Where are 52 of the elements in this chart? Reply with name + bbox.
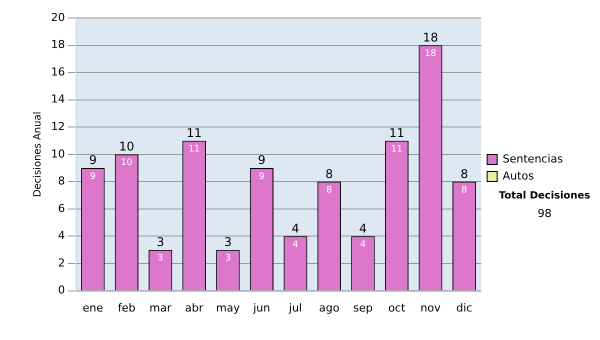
total-label: 4 <box>292 221 300 236</box>
y-tick-label: 14 <box>50 92 65 106</box>
total-label: 8 <box>460 166 468 181</box>
y-tick-label: 8 <box>58 174 65 188</box>
data-label: 3 <box>225 254 231 264</box>
x-tick-label: dic <box>456 301 472 314</box>
y-tick-label: 18 <box>50 38 65 52</box>
x-tick-label: may <box>216 301 240 314</box>
total-label: 11 <box>186 126 202 140</box>
x-tick-label: jun <box>252 301 270 314</box>
x-tick-label: nov <box>420 301 442 314</box>
data-label: 10 <box>120 158 133 168</box>
y-tick-label: 0 <box>58 284 65 297</box>
y-tick-label: 6 <box>58 202 65 215</box>
total-label: 18 <box>422 30 438 44</box>
total-label: 3 <box>156 235 164 250</box>
legend-label: Autos <box>502 169 534 182</box>
y-tick-label: 20 <box>50 10 65 24</box>
x-tick-label: oct <box>388 301 406 314</box>
data-label: 18 <box>424 49 437 60</box>
x-tick-label: feb <box>118 301 136 314</box>
text: 98 <box>538 206 552 220</box>
x-tick-label: abr <box>185 301 204 314</box>
y-tick-label: 2 <box>58 256 65 270</box>
total-label: 9 <box>258 153 266 168</box>
y-tick-label: 16 <box>50 65 65 78</box>
x-tick-label: sep <box>353 301 373 314</box>
y-tick-label: 4 <box>58 229 65 242</box>
data-label: 9 <box>258 172 265 182</box>
total-label: 11 <box>389 126 404 140</box>
total-label: 9 <box>89 153 97 168</box>
total-label: 3 <box>224 235 232 250</box>
y-tick-label: 12 <box>50 120 65 133</box>
y-tick-label: 10 <box>50 147 65 160</box>
data-label: 9 <box>90 172 96 182</box>
legend-label: Sentencias <box>502 152 564 166</box>
data-label: 11 <box>188 144 200 155</box>
data-label: 11 <box>391 144 402 155</box>
x-tick-label: mar <box>149 301 172 314</box>
text: Total Decisiones <box>498 190 590 202</box>
data-label: 8 <box>461 186 468 196</box>
data-label: 3 <box>158 254 164 264</box>
total-label: 4 <box>359 221 367 236</box>
y-axis-title: Decisiones Anual <box>32 112 44 198</box>
x-tick-label: ago <box>318 301 340 314</box>
total-label: 8 <box>325 166 334 181</box>
data-label: 4 <box>292 240 299 250</box>
total-label: 10 <box>119 140 134 154</box>
data-label: 4 <box>360 240 366 250</box>
x-tick-label: jul <box>288 301 302 314</box>
data-label: 8 <box>326 186 332 196</box>
x-tick-label: ene <box>82 301 104 314</box>
